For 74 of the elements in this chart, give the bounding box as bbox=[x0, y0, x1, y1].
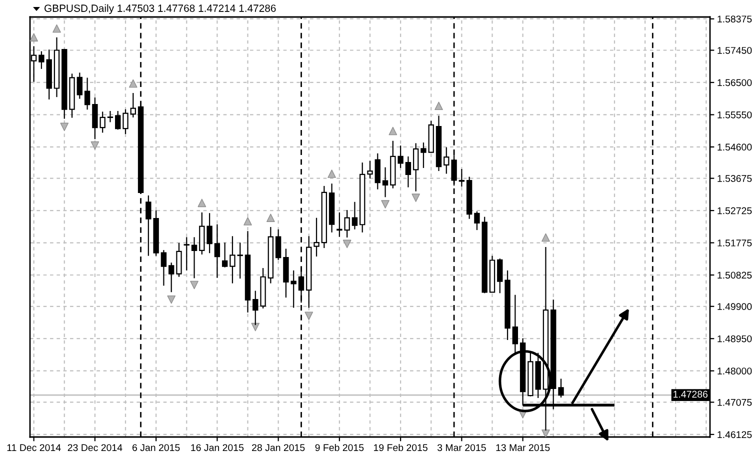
y-tick-label: 1.58375 bbox=[718, 16, 752, 22]
point bbox=[52, 24, 61, 33]
y-tick-label: 1.52725 bbox=[718, 207, 752, 214]
candlestick bbox=[314, 217, 320, 258]
candlestick bbox=[214, 224, 220, 278]
y-tick-label: 1.54600 bbox=[718, 144, 752, 151]
candlestick bbox=[405, 156, 412, 188]
candlestick bbox=[497, 258, 503, 294]
y-tick-label: 1.56500 bbox=[718, 79, 752, 86]
x-tick-label: 19 Feb 2015 bbox=[374, 444, 428, 452]
x-tick-label: 28 Jan 2015 bbox=[252, 444, 305, 452]
point bbox=[251, 322, 260, 332]
candlestick bbox=[191, 236, 198, 279]
candlestick bbox=[184, 236, 190, 271]
point bbox=[190, 280, 198, 290]
y-tick-label: 1.53675 bbox=[718, 175, 752, 182]
y-tick-label: 1.49900 bbox=[718, 303, 752, 310]
point bbox=[90, 141, 100, 150]
x-tick-label: 3 Mar 2015 bbox=[437, 444, 486, 452]
candlestick bbox=[160, 250, 167, 286]
y-tick-label: 1.47075 bbox=[718, 398, 752, 406]
candlestick bbox=[367, 160, 373, 180]
candlestick bbox=[382, 166, 388, 198]
ref-line-label: 1.47286 bbox=[674, 390, 708, 398]
point bbox=[542, 429, 550, 437]
candlestick bbox=[122, 108, 128, 135]
candlestick bbox=[84, 77, 90, 110]
candlestick bbox=[412, 142, 419, 192]
candlestick bbox=[176, 242, 182, 278]
candlestick bbox=[130, 92, 136, 118]
point bbox=[388, 126, 398, 136]
candlestick bbox=[420, 142, 426, 169]
point bbox=[198, 198, 206, 208]
x-tick-label: 23 Dec 2014 bbox=[68, 444, 122, 452]
candlestick bbox=[558, 378, 564, 398]
point bbox=[434, 102, 443, 110]
candlestick bbox=[458, 168, 465, 188]
chart-title: GBPUSD,Daily 1.47503 1.47768 1.47214 1.47286 bbox=[44, 4, 276, 14]
point bbox=[30, 33, 38, 42]
y-tick-label: 1.48000 bbox=[718, 368, 752, 374]
y-tick-label: 1.57450 bbox=[718, 46, 752, 54]
candlestick bbox=[230, 236, 236, 284]
y-tick-label: 1.46125 bbox=[718, 431, 752, 438]
point bbox=[328, 170, 336, 178]
y-tick-label: 1.55550 bbox=[718, 111, 752, 118]
candlestick bbox=[107, 110, 114, 123]
candlestick bbox=[237, 242, 243, 280]
candlestick bbox=[115, 110, 121, 130]
x-tick-label: 13 Mar 2015 bbox=[496, 444, 550, 452]
candlestick bbox=[76, 72, 83, 100]
point bbox=[412, 194, 420, 202]
x-tick-label: 11 Dec 2014 bbox=[7, 444, 61, 452]
y-tick-label: 1.50825 bbox=[718, 272, 752, 279]
candlestick bbox=[374, 152, 380, 190]
point bbox=[381, 200, 390, 208]
point bbox=[542, 233, 550, 242]
point bbox=[342, 240, 352, 248]
y-tick-label: 1.48950 bbox=[718, 335, 752, 342]
x-tick-label: 6 Jan 2015 bbox=[132, 444, 180, 452]
point bbox=[304, 312, 314, 320]
candlestick bbox=[352, 201, 358, 230]
candlestick bbox=[222, 242, 228, 268]
x-tick-label: 9 Feb 2015 bbox=[315, 444, 364, 452]
candlestick bbox=[474, 210, 480, 231]
point bbox=[167, 295, 176, 304]
x-tick-label: 16 Jan 2015 bbox=[191, 444, 244, 452]
point bbox=[128, 79, 138, 88]
candlestick bbox=[38, 50, 44, 70]
point bbox=[244, 217, 252, 226]
y-tick-label: 1.51775 bbox=[718, 240, 752, 246]
point bbox=[266, 214, 275, 222]
candlestick bbox=[275, 228, 282, 260]
point bbox=[60, 122, 69, 132]
candlestick bbox=[168, 262, 174, 293]
